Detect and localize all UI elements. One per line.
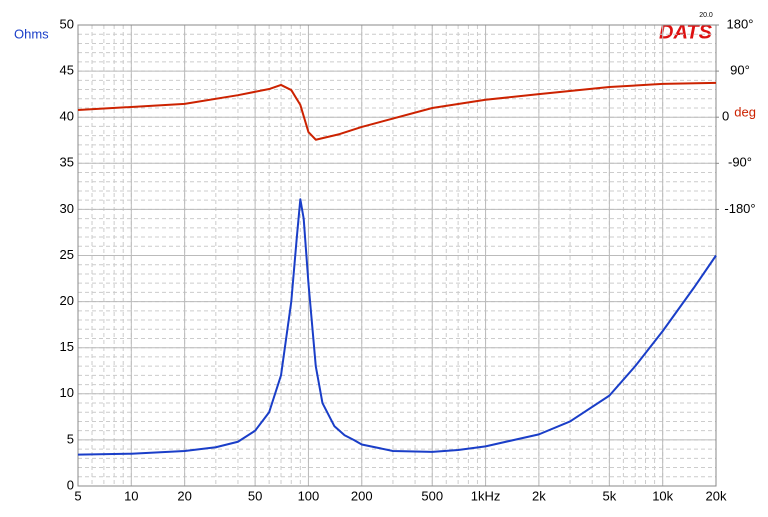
y-tick-label: 5 — [67, 431, 74, 446]
series-line — [77, 198, 717, 456]
y2-tick-label: 90° — [730, 63, 750, 78]
x-tick-label: 500 — [421, 488, 443, 503]
x-tick-label: 20k — [706, 488, 727, 503]
y-tick-label: 10 — [60, 385, 74, 400]
y-axis-label: Ohms — [14, 26, 49, 41]
y-tick-label: 15 — [60, 339, 74, 354]
series-line — [77, 81, 717, 141]
x-tick-label: 1kHz — [471, 488, 501, 503]
x-tick-label: 2k — [532, 488, 546, 503]
y2-tick-label: 180° — [727, 16, 754, 31]
y-tick-label: 45 — [60, 63, 74, 78]
y-tick-label: 30 — [60, 201, 74, 216]
x-tick-label: 10k — [652, 488, 673, 503]
x-tick-label: 5k — [602, 488, 616, 503]
brand: DATS — [659, 21, 713, 43]
x-tick-label: 5 — [74, 488, 81, 503]
y-tick-label: 35 — [60, 155, 74, 170]
y2-tick-label: -180° — [724, 201, 755, 216]
y-tick-label: 20 — [60, 293, 74, 308]
x-tick-label: 100 — [298, 488, 320, 503]
y-tick-label: 25 — [60, 247, 74, 262]
y-tick-label: 50 — [60, 16, 74, 31]
x-tick-label: 10 — [124, 488, 138, 503]
y-tick-label: 40 — [60, 109, 74, 124]
x-tick-label: 20 — [177, 488, 191, 503]
brand-version: 20.0 — [699, 12, 713, 19]
y2-tick-label: -90° — [728, 155, 752, 170]
x-tick-label: 50 — [248, 488, 262, 503]
y2-axis-label: deg — [734, 104, 756, 119]
x-tick-label: 200 — [351, 488, 373, 503]
y-tick-label: 0 — [67, 477, 74, 492]
y2-tick-label: 0 — [722, 109, 729, 124]
